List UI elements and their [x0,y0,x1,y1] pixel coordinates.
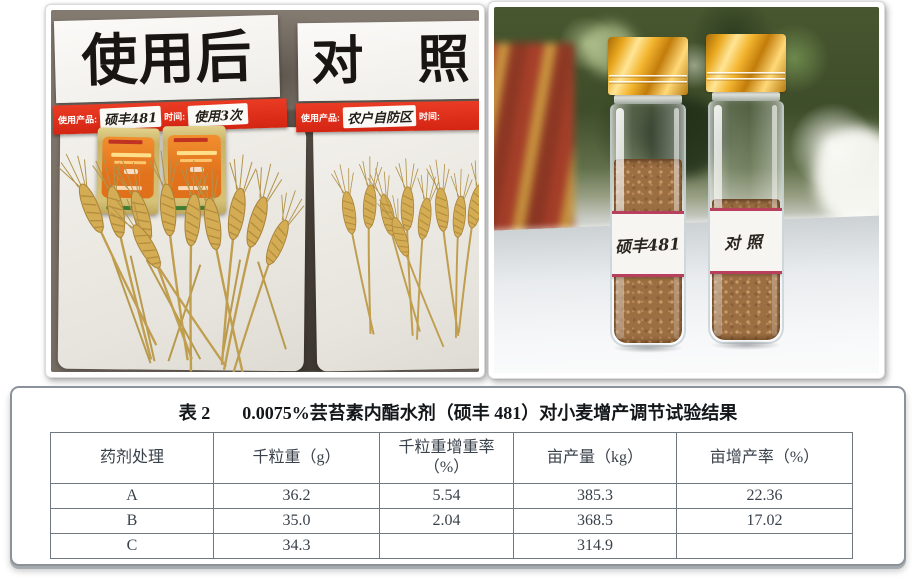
jar-label-text: 对照 [723,231,769,254]
gold-cap [608,37,688,95]
jar-label-text: 硕丰481 [614,234,682,257]
cell [676,533,853,559]
jar-label-control: 对照 [710,208,782,274]
control-seed-jar: 对照 [706,34,786,350]
table-row: C 34.3 314.9 [50,533,853,559]
field-comparison-photo: 使用后 对 照 使用产品: 硕丰481 时间: 使用3次 使用产品: 农户自防区… [45,4,485,378]
concrete-floor-scene: 使用后 对 照 使用产品: 硕丰481 时间: 使用3次 使用产品: 农户自防区… [51,10,479,372]
jar-label-treated: 硕丰481 [612,211,684,277]
cell: 5.54 [379,483,514,509]
table-row: A 36.2 5.54 385.3 22.36 [50,483,853,509]
cell: 22.36 [676,483,853,509]
cell: B [50,508,214,534]
gold-cap [706,34,786,92]
col-thousand-kernel-weight: 千粒重（g） [213,432,380,484]
results-table-panel: 表 2 0.0075%芸苔素内酯水剂（硕丰 481）对小麦增产调节试验结果 药剂… [10,386,906,566]
cell: 2.04 [379,508,514,534]
col-kernel-weight-gain-rate: 千粒重增重率（%） [379,432,514,484]
cell: 314.9 [513,533,677,559]
results-table: 药剂处理 千粒重（g） 千粒重增重率（%） 亩产量（kg） 亩增产率（%） A … [50,432,853,559]
glass-body: 对照 [708,101,784,344]
cell: C [50,533,214,559]
treated-seed-jar: 硕丰481 [608,37,688,353]
table-row: B 35.0 2.04 368.5 17.02 [50,508,853,534]
jar-shadow [710,340,782,350]
table-caption: 表 2 0.0075%芸苔素内酯水剂（硕丰 481）对小麦增产调节试验结果 [12,399,904,425]
wheat-stalks-illustration [53,147,479,372]
seed-jars-photo: 硕丰481 对照 [488,1,885,379]
col-yield-per-mu: 亩产量（kg） [513,432,677,484]
table-number: 表 2 [178,403,211,423]
col-treatment: 药剂处理 [50,432,214,484]
cell: A [50,483,214,509]
jar-shadow [612,343,684,353]
cell: 36.2 [213,483,380,509]
glass-rim [711,92,781,101]
col-yield-increase-rate: 亩增产率（%） [676,432,853,484]
header-row: 药剂处理 千粒重（g） 千粒重增重率（%） 亩产量（kg） 亩增产率（%） [50,432,853,484]
glass-body: 硕丰481 [610,104,686,347]
cell: 17.02 [676,508,853,534]
light-bokeh [814,127,879,227]
cell: 34.3 [213,533,380,559]
outdoor-table-scene: 硕丰481 对照 [494,7,879,373]
background-boxes [494,43,574,255]
glass-rim [613,95,683,104]
cell: 35.0 [213,508,380,534]
cell: 385.3 [513,483,677,509]
table-title: 0.0075%芸苔素内酯水剂（硕丰 481）对小麦增产调节试验结果 [242,403,738,423]
cell [379,533,514,559]
cell: 368.5 [513,508,677,534]
